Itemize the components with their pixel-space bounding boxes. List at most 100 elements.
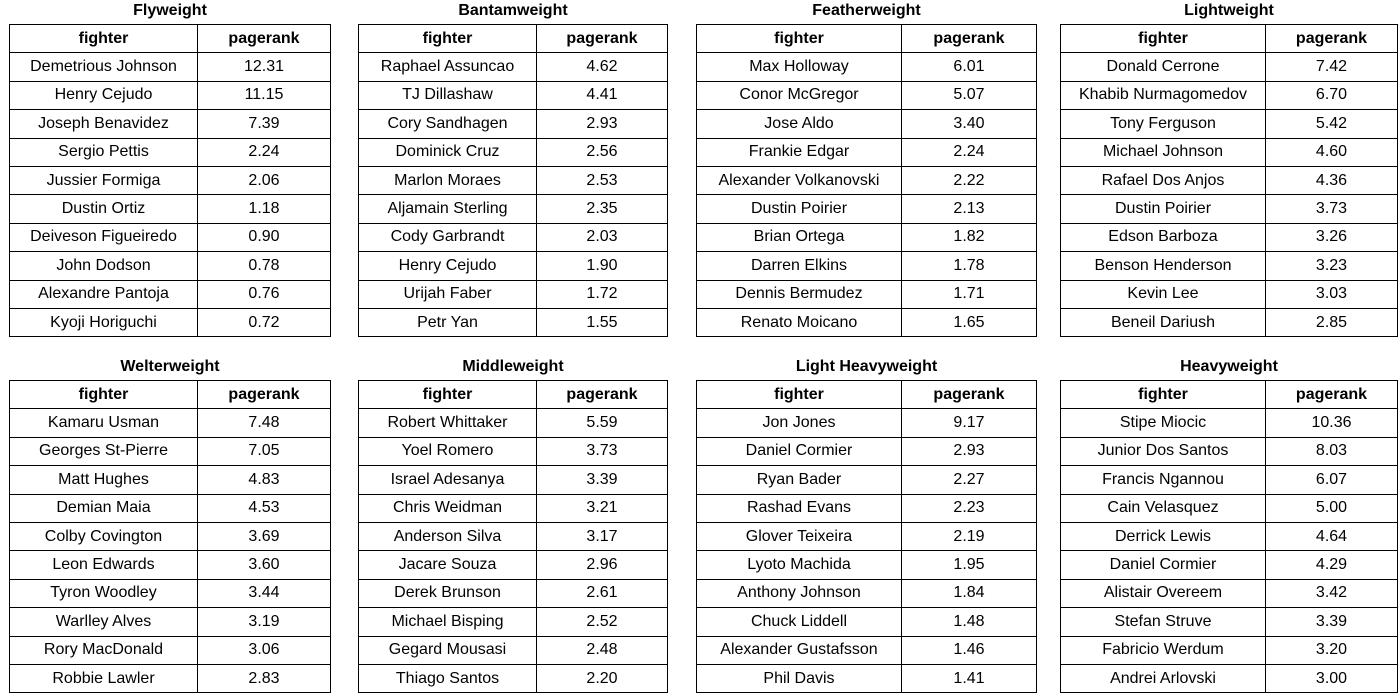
column-header-fighter: fighter xyxy=(696,23,902,54)
table-header-row: fighter pagerank xyxy=(1060,23,1398,54)
table-row: Beneil Dariush 2.85 xyxy=(1060,307,1398,338)
division-panel-welterweight: Welterweight fighter pagerank Kamaru Usman 7… xyxy=(9,356,331,693)
column-header-pagerank: pagerank xyxy=(197,379,331,410)
fighter-name-cell: Max Holloway xyxy=(696,52,902,82)
pagerank-value-cell: 0.72 xyxy=(197,307,331,338)
fighter-name-cell: Sergio Pettis xyxy=(9,137,198,167)
pagerank-value-cell: 2.27 xyxy=(901,465,1037,495)
pagerank-value-cell: 8.03 xyxy=(1265,436,1398,467)
table-row: Tyron Woodley 3.44 xyxy=(9,578,331,609)
table-row: Joseph Benavidez 7.39 xyxy=(9,109,331,139)
fighter-name-cell: Jon Jones xyxy=(696,408,902,438)
fighter-name-cell: Brian Ortega xyxy=(696,222,902,253)
column-header-fighter: fighter xyxy=(1060,379,1266,410)
pagerank-value-cell: 2.52 xyxy=(536,607,668,637)
column-header-fighter: fighter xyxy=(358,379,537,410)
pagerank-value-cell: 2.53 xyxy=(536,165,668,196)
table-row: Alistair Overeem 3.42 xyxy=(1060,578,1398,609)
table-row: Anderson Silva 3.17 xyxy=(358,521,668,552)
table-row: Max Holloway 6.01 xyxy=(696,52,1037,82)
table-row: Henry Cejudo 11.15 xyxy=(9,80,331,111)
table-row: Daniel Cormier 4.29 xyxy=(1060,550,1398,580)
fighter-name-cell: Dennis Bermudez xyxy=(696,279,902,309)
division-title: Featherweight xyxy=(812,2,921,19)
table-row: Alexander Volkanovski 2.22 xyxy=(696,165,1037,196)
column-header-pagerank: pagerank xyxy=(536,23,668,54)
table-row: Alexander Gustafsson 1.46 xyxy=(696,635,1037,665)
pagerank-value-cell: 1.95 xyxy=(901,550,1037,580)
fighter-name-cell: Jose Aldo xyxy=(696,109,902,139)
table-row: Cory Sandhagen 2.93 xyxy=(358,109,668,139)
table-row: Cody Garbrandt 2.03 xyxy=(358,222,668,253)
column-header-pagerank: pagerank xyxy=(901,23,1037,54)
pagerank-value-cell: 4.83 xyxy=(197,465,331,495)
fighter-name-cell: Darren Elkins xyxy=(696,251,902,281)
table-row: Edson Barboza 3.26 xyxy=(1060,222,1398,253)
division-title: Middleweight xyxy=(462,358,564,375)
fighter-name-cell: Phil Davis xyxy=(696,663,902,693)
division-title: Bantamweight xyxy=(458,2,568,19)
pagerank-value-cell: 3.40 xyxy=(901,109,1037,139)
table-row: Yoel Romero 3.73 xyxy=(358,436,668,467)
fighter-name-cell: Derrick Lewis xyxy=(1060,521,1266,552)
pagerank-value-cell: 1.55 xyxy=(536,307,668,338)
fighter-name-cell: Cory Sandhagen xyxy=(358,109,537,139)
table-header-row: fighter pagerank xyxy=(696,379,1037,410)
division-panel-flyweight: Flyweight fighter pagerank Demetrious Johns… xyxy=(9,0,331,338)
fighter-name-cell: Andrei Arlovski xyxy=(1060,663,1266,693)
pagerank-value-cell: 3.17 xyxy=(536,521,668,552)
fighter-name-cell: Demetrious Johnson xyxy=(9,52,198,82)
table-row: Darren Elkins 1.78 xyxy=(696,251,1037,281)
pagerank-value-cell: 4.36 xyxy=(1265,165,1398,196)
division-title: Flyweight xyxy=(133,2,207,19)
pagerank-value-cell: 3.23 xyxy=(1265,251,1398,281)
table-row: Andrei Arlovski 3.00 xyxy=(1060,663,1398,693)
fighter-name-cell: Ryan Bader xyxy=(696,465,902,495)
table-row: TJ Dillashaw 4.41 xyxy=(358,80,668,111)
fighter-name-cell: Derek Brunson xyxy=(358,578,537,609)
fighter-name-cell: Joseph Benavidez xyxy=(9,109,198,139)
table-header-row: fighter pagerank xyxy=(9,379,331,410)
table-row: Gegard Mousasi 2.48 xyxy=(358,635,668,665)
fighter-name-cell: Junior Dos Santos xyxy=(1060,436,1266,467)
fighter-name-cell: Aljamain Sterling xyxy=(358,194,537,224)
pagerank-value-cell: 2.83 xyxy=(197,663,331,693)
pagerank-value-cell: 3.69 xyxy=(197,521,331,552)
division-panel-middleweight: Middleweight fighter pagerank Robert Whitta… xyxy=(358,356,668,693)
fighter-name-cell: Jacare Souza xyxy=(358,550,537,580)
fighter-name-cell: Michael Bisping xyxy=(358,607,537,637)
pagerank-value-cell: 11.15 xyxy=(197,80,331,111)
column-header-pagerank: pagerank xyxy=(536,379,668,410)
fighter-name-cell: Rory MacDonald xyxy=(9,635,198,665)
table-row: Derrick Lewis 4.64 xyxy=(1060,521,1398,552)
pagerank-value-cell: 4.64 xyxy=(1265,521,1398,552)
fighter-name-cell: Petr Yan xyxy=(358,307,537,338)
table-row: Petr Yan 1.55 xyxy=(358,307,668,338)
fighter-name-cell: Israel Adesanya xyxy=(358,465,537,495)
fighter-name-cell: Jussier Formiga xyxy=(9,165,198,196)
table-row: Marlon Moraes 2.53 xyxy=(358,165,668,196)
fighter-name-cell: Chuck Liddell xyxy=(696,607,902,637)
pagerank-value-cell: 0.78 xyxy=(197,251,331,281)
pagerank-value-cell: 7.39 xyxy=(197,109,331,139)
division-title: Welterweight xyxy=(120,358,220,375)
pagerank-value-cell: 4.41 xyxy=(536,80,668,111)
pagerank-value-cell: 3.26 xyxy=(1265,222,1398,253)
pagerank-value-cell: 1.78 xyxy=(901,251,1037,281)
table-row: Daniel Cormier 2.93 xyxy=(696,436,1037,467)
table-row: Michael Bisping 2.52 xyxy=(358,607,668,637)
division-title: Light Heavyweight xyxy=(795,358,938,375)
pagerank-value-cell: 3.00 xyxy=(1265,663,1398,693)
pagerank-table: fighter pagerank Demetrious Johnson 12.31 He… xyxy=(9,23,331,338)
table-row: Robert Whittaker 5.59 xyxy=(358,408,668,438)
fighter-name-cell: Conor McGregor xyxy=(696,80,902,111)
table-row: Leon Edwards 3.60 xyxy=(9,550,331,580)
pagerank-value-cell: 7.05 xyxy=(197,436,331,467)
pagerank-value-cell: 1.48 xyxy=(901,607,1037,637)
table-row: Jose Aldo 3.40 xyxy=(696,109,1037,139)
table-row: Renato Moicano 1.65 xyxy=(696,307,1037,338)
pagerank-value-cell: 5.00 xyxy=(1265,493,1398,523)
fighter-name-cell: Stefan Struve xyxy=(1060,607,1266,637)
table-row: Aljamain Sterling 2.35 xyxy=(358,194,668,224)
fighter-name-cell: Tony Ferguson xyxy=(1060,109,1266,139)
